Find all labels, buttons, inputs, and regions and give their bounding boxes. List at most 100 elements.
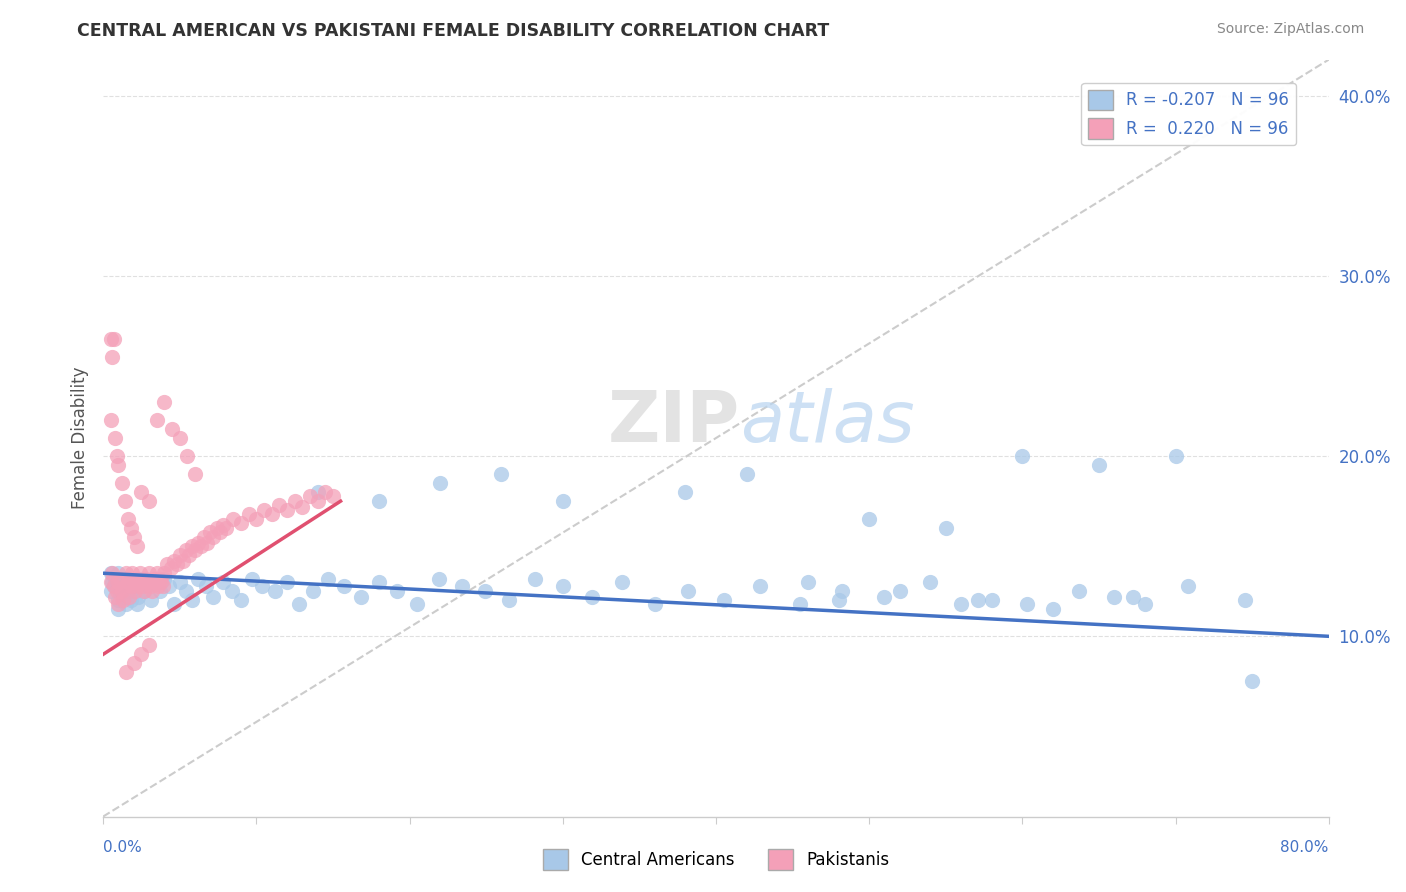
Point: [612, 575, 634, 590]
Point: [314, 485, 336, 500]
Point: [124, 584, 146, 599]
Point: [114, 494, 136, 508]
Point: [551, 494, 574, 508]
Point: [132, 579, 155, 593]
Point: [935, 521, 957, 535]
Point: [153, 395, 176, 409]
Point: [827, 593, 849, 607]
Point: [107, 597, 129, 611]
Point: [152, 579, 174, 593]
Point: [291, 500, 314, 514]
Point: [195, 535, 218, 549]
Point: [222, 512, 245, 526]
Point: [122, 657, 145, 671]
Point: [202, 590, 225, 604]
Point: [673, 485, 696, 500]
Point: [145, 566, 167, 581]
Point: [524, 572, 547, 586]
Point: [450, 579, 472, 593]
Text: Source: ZipAtlas.com: Source: ZipAtlas.com: [1216, 22, 1364, 37]
Point: [240, 572, 263, 586]
Point: [797, 575, 820, 590]
Point: [298, 489, 321, 503]
Point: [139, 593, 162, 607]
Point: [159, 561, 181, 575]
Point: [101, 350, 124, 364]
Point: [157, 579, 180, 593]
Point: [143, 575, 166, 590]
Point: [122, 530, 145, 544]
Point: [211, 575, 233, 590]
Point: [150, 575, 173, 590]
Point: [1088, 458, 1111, 472]
Text: CENTRAL AMERICAN VS PAKISTANI FEMALE DISABILITY CORRELATION CHART: CENTRAL AMERICAN VS PAKISTANI FEMALE DIS…: [77, 22, 830, 40]
Point: [131, 485, 153, 500]
Point: [1104, 590, 1126, 604]
Point: [153, 566, 176, 581]
Point: [110, 584, 132, 599]
Point: [169, 575, 191, 590]
Point: [134, 584, 156, 599]
Point: [143, 575, 166, 590]
Point: [127, 579, 149, 593]
Point: [205, 521, 228, 535]
Point: [115, 575, 138, 590]
Point: [104, 590, 127, 604]
Point: [107, 575, 129, 590]
Point: [1042, 602, 1064, 616]
Point: [117, 512, 139, 526]
Point: [100, 413, 122, 427]
Point: [118, 572, 141, 586]
Point: [858, 512, 880, 526]
Point: [349, 590, 371, 604]
Point: [115, 665, 138, 680]
Point: [127, 590, 149, 604]
Point: [115, 566, 138, 581]
Point: [174, 584, 197, 599]
Point: [120, 521, 142, 535]
Point: [156, 558, 179, 572]
Point: [749, 579, 772, 593]
Point: [120, 593, 142, 607]
Point: [117, 575, 139, 590]
Text: 80.0%: 80.0%: [1281, 840, 1329, 855]
Point: [177, 548, 200, 562]
Point: [873, 590, 896, 604]
Point: [125, 572, 148, 586]
Point: [889, 584, 911, 599]
Point: [125, 597, 148, 611]
Point: [194, 579, 217, 593]
Point: [184, 542, 207, 557]
Point: [967, 593, 990, 607]
Point: [276, 575, 298, 590]
Point: [139, 579, 162, 593]
Point: [103, 579, 125, 593]
Point: [131, 572, 153, 586]
Point: [252, 579, 274, 593]
Point: [107, 593, 129, 607]
Y-axis label: Female Disability: Female Disability: [72, 367, 89, 509]
Point: [100, 575, 122, 590]
Point: [108, 575, 131, 590]
Point: [114, 590, 136, 604]
Point: [581, 590, 603, 604]
Point: [269, 498, 291, 512]
Point: [136, 575, 159, 590]
Point: [950, 597, 973, 611]
Point: [122, 584, 145, 599]
Point: [162, 553, 184, 567]
Point: [238, 507, 260, 521]
Point: [104, 431, 127, 445]
Point: [107, 458, 129, 472]
Point: [713, 593, 735, 607]
Point: [307, 485, 329, 500]
Point: [107, 602, 129, 616]
Point: [121, 566, 143, 581]
Point: [202, 530, 225, 544]
Point: [322, 489, 344, 503]
Point: [1011, 449, 1033, 463]
Point: [101, 566, 124, 581]
Point: [115, 597, 138, 611]
Point: [211, 517, 233, 532]
Point: [100, 584, 122, 599]
